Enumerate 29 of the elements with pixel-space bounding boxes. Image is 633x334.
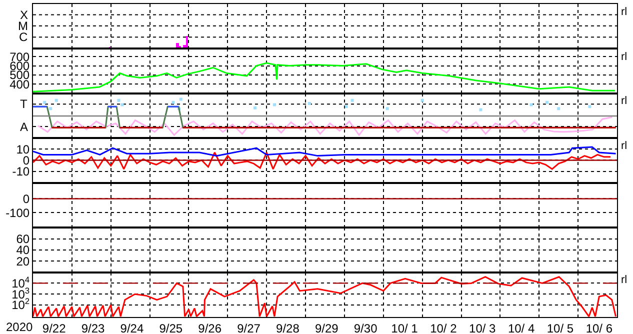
text: M — [18, 19, 28, 33]
text: rl — [621, 95, 628, 107]
x-tick-label: 10/ 6 — [586, 321, 613, 334]
x-tick-label: 9/27 — [237, 321, 261, 334]
x-tick-label: 9/26 — [198, 321, 222, 334]
x-tick-label: 9/24 — [120, 321, 144, 334]
x-tick-label: 10/ 2 — [430, 321, 458, 334]
x-tick-label: 10/ 3 — [469, 321, 496, 334]
y-tick-label: 60 — [16, 232, 30, 246]
text: C — [19, 30, 28, 44]
x-tick-label: 9/22 — [42, 321, 66, 334]
x-axis-title: 2020 — [6, 320, 34, 334]
y-tick-label: 0 — [22, 192, 30, 206]
text: rl — [621, 274, 628, 286]
text: X — [20, 8, 28, 22]
x-tick-label: 9/28 — [276, 321, 300, 334]
x-tick-label: 10/ 5 — [546, 321, 574, 334]
text: rl — [621, 6, 628, 18]
text: T — [20, 97, 28, 111]
x-tick-label: 10/ 4 — [508, 321, 535, 334]
x-tick-label: 9/25 — [159, 321, 183, 334]
x-tick-label: 9/30 — [354, 321, 378, 334]
y-tick-label: -100 — [6, 206, 30, 220]
text: rl — [621, 51, 628, 63]
x-tick-label: 9/29 — [314, 321, 339, 334]
x-tick-label: 9/23 — [81, 321, 106, 334]
text: A — [20, 120, 28, 134]
x-tick-label: 10/ 1 — [391, 321, 418, 334]
text: rl — [621, 140, 628, 152]
